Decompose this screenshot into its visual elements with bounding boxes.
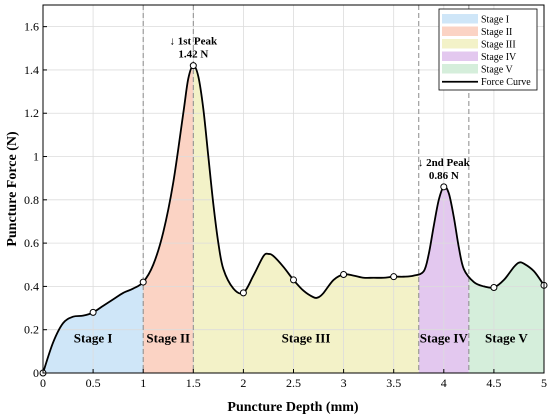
legend-swatch-1 [442, 14, 478, 24]
y-tick-label-3: 0.6 [24, 236, 39, 250]
legend-label-4: Stage IV [481, 52, 517, 63]
data-point-6 [340, 271, 348, 279]
x-tick-label-9: 4.5 [486, 376, 501, 390]
data-point-2 [139, 278, 147, 286]
legend-swatch-5 [442, 64, 478, 74]
stage-region-5 [468, 262, 544, 373]
data-point-7 [390, 273, 398, 281]
data-point-4 [239, 289, 247, 297]
y-tick-label-2: 0.4 [24, 279, 39, 293]
y-tick-label-6: 1.2 [24, 106, 39, 120]
stage-label-4: Stage IV [420, 331, 469, 346]
x-tick-label-10: 5 [541, 376, 547, 390]
x-axis-label: Puncture Depth (mm) [227, 400, 359, 415]
x-tick-label-3: 1.5 [186, 376, 201, 390]
x-tick-label-1: 0.5 [86, 376, 101, 390]
stage-boundaries [142, 5, 470, 373]
y-tick-label-0: 0 [33, 366, 39, 380]
data-point-8 [440, 183, 448, 191]
y-tick-label-7: 1.4 [24, 63, 39, 77]
stage-regions [43, 65, 544, 374]
stage-labels: Stage I Stage II Stage III Stage IV Stage V [74, 331, 529, 346]
y-tick-label-8: 1.6 [24, 20, 39, 34]
legend-label-3: Stage III [481, 40, 516, 51]
stage-region-3 [193, 65, 419, 374]
stage-label-5: Stage V [485, 331, 528, 346]
legend-swatch-4 [442, 51, 478, 61]
x-tick-label-5: 2.5 [286, 376, 301, 390]
y-axis-label: Puncture Force (N) [5, 131, 20, 247]
y-tick-label-1: 0.2 [24, 323, 39, 337]
data-point-5 [290, 276, 297, 284]
x-tick-label-4: 2 [240, 376, 246, 390]
x-tick-label-7: 3.5 [386, 376, 401, 390]
legend-label-2: Stage II [481, 27, 512, 38]
legend-label-6: Force Curve [481, 77, 531, 88]
stage-label-2: Stage II [146, 331, 190, 346]
peak-annotation-title-1: ↓ 1st Peak [169, 36, 218, 48]
stage-label-1: Stage I [74, 331, 113, 346]
x-tick-label-0: 0 [40, 376, 46, 390]
data-point-1 [89, 308, 97, 316]
stage-label-3: Stage III [282, 331, 331, 346]
x-tick-label-6: 3 [341, 376, 347, 390]
legend-label-1: Stage I [481, 15, 509, 26]
y-tick-label-5: 1 [33, 150, 39, 164]
tick-labels: 0 0.5 1 1.5 2 2.5 3 3.5 4 4.5 5 0 0.2 0.4 0.6 0.8 1 1.2 1.… [24, 20, 547, 390]
axes [42, 4, 545, 374]
data-point-9 [490, 283, 498, 291]
peak-annotation-title-2: ↓ 2nd Peak [418, 157, 471, 169]
legend-swatch-3 [442, 39, 478, 49]
stage-region-2 [143, 65, 194, 374]
peak-annotation-value-2: 0.86 N [429, 170, 459, 182]
x-tick-label-8: 4 [441, 376, 447, 390]
legend-label-5: Stage V [481, 65, 514, 76]
y-tick-label-4: 0.8 [24, 193, 39, 207]
legend-swatch-2 [442, 26, 478, 36]
peak-annotation-value-1: 1.42 N [178, 49, 208, 61]
x-tick-label-2: 1 [140, 376, 146, 390]
data-point-3 [189, 62, 197, 70]
